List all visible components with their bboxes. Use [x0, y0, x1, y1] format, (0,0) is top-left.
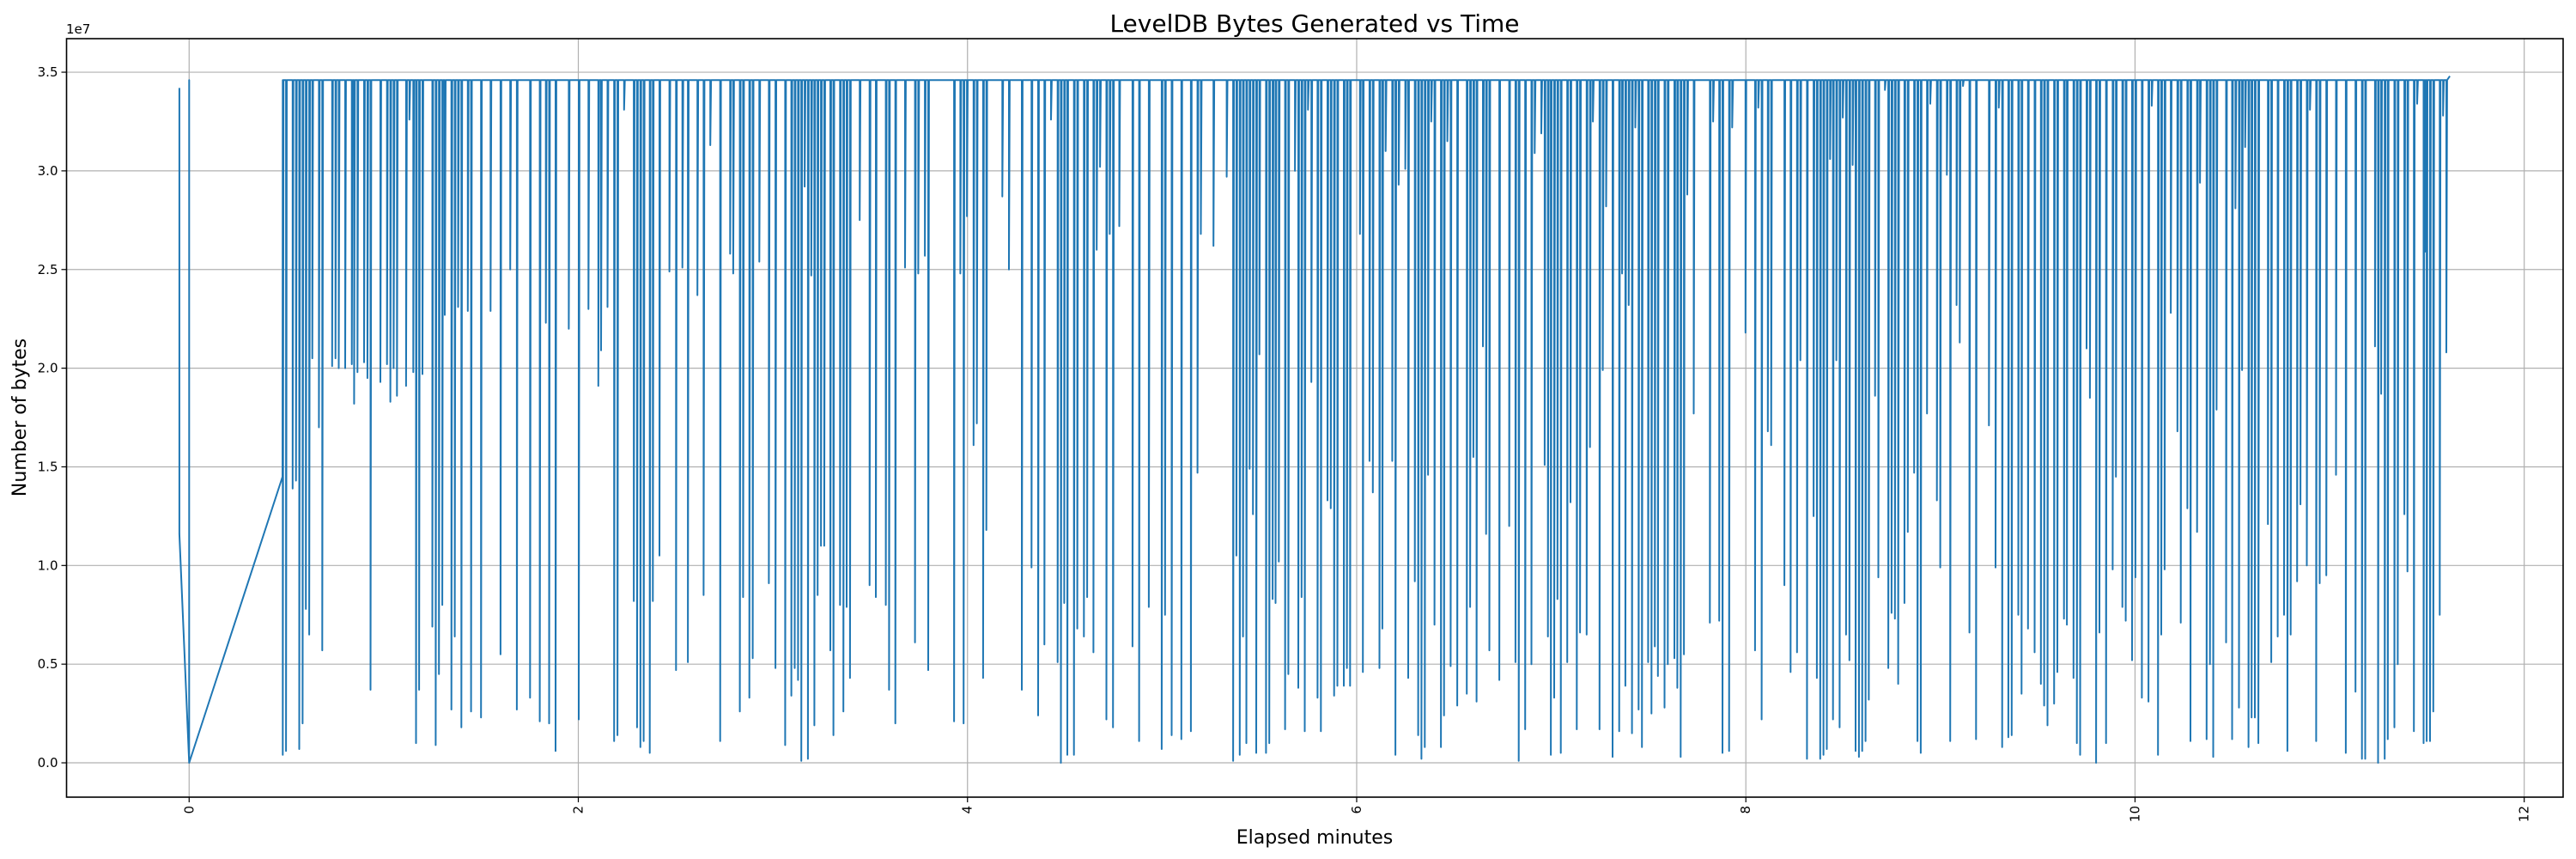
series-line [178, 76, 2451, 764]
series [178, 76, 2451, 764]
y-tick-label: 0.5 [38, 656, 58, 672]
x-tick-label: 2 [571, 806, 586, 814]
y-offset-label: 1e7 [66, 21, 90, 37]
y-tick-label: 1.5 [38, 459, 58, 474]
x-axis: 0 2 4 6 8 10 12 [181, 797, 2532, 822]
y-tick-label: 1.0 [38, 557, 58, 573]
x-axis-label: Elapsed minutes [1236, 827, 1393, 849]
x-tick-label: 8 [1738, 806, 1753, 814]
x-tick-label: 12 [2517, 806, 2532, 822]
chart-title: LevelDB Bytes Generated vs Time [1109, 9, 1519, 38]
y-tick-label: 3.5 [38, 64, 58, 80]
x-tick-label: 10 [2127, 806, 2142, 822]
y-tick-label: 2.5 [38, 262, 58, 277]
y-tick-label: 0.0 [38, 755, 58, 771]
x-tick-label: 6 [1349, 806, 1364, 814]
y-tick-label: 2.0 [38, 361, 58, 376]
plot-frame [65, 38, 2564, 798]
y-tick-label: 3.0 [38, 163, 58, 179]
y-axis-label: Number of bytes [9, 338, 31, 497]
y-axis: 0.0 0.5 1.0 1.5 2.0 2.5 3.0 3.5 [38, 64, 67, 771]
x-tick-label: 4 [960, 806, 975, 814]
x-tick-label: 0 [181, 806, 197, 814]
